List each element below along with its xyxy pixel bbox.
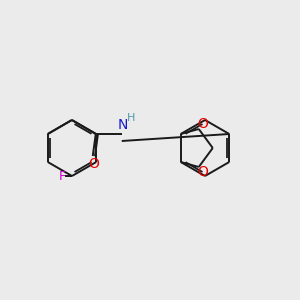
Text: N: N <box>118 118 128 132</box>
Text: O: O <box>88 157 99 171</box>
Text: H: H <box>127 113 135 123</box>
Text: F: F <box>58 170 66 184</box>
Text: O: O <box>197 117 208 131</box>
Text: O: O <box>197 165 208 179</box>
